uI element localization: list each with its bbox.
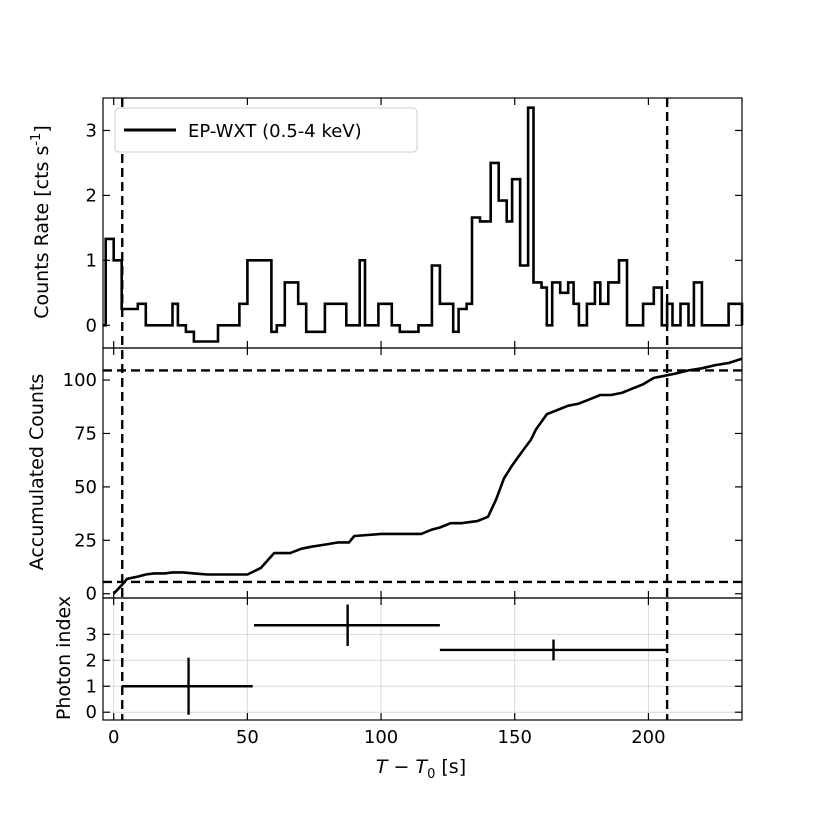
y-tick-label: 2 (86, 650, 97, 671)
light-curve-series-line (103, 106, 744, 343)
accumulated-counts-series-line (112, 357, 743, 595)
y-tick-label: 100 (63, 370, 97, 391)
legend-box (114, 107, 418, 153)
xlabel-subscript: 0 (427, 767, 435, 782)
x-tick-label: 200 (631, 727, 665, 748)
y-tick-label: 2 (86, 185, 97, 206)
y-tick-label: 75 (74, 423, 97, 444)
x-tick-label: 100 (364, 727, 398, 748)
y-tick-label: 3 (86, 624, 97, 645)
panel-frame (102, 597, 743, 721)
photon-index-y-axis-label: Photon index (53, 596, 75, 720)
y-tick-label: 0 (86, 584, 97, 605)
y-tick-label: 0 (86, 702, 97, 723)
y-tick-label: 1 (86, 250, 97, 271)
ylabel-close: ] (31, 125, 53, 132)
y-tick-label: 50 (74, 477, 97, 498)
y-tick-label: 1 (86, 676, 97, 697)
y-tick-label: 0 (86, 315, 97, 336)
x-tick-label: 50 (236, 727, 259, 748)
accumulated-counts-panel: 0 25 50 75 100 (63, 347, 743, 605)
accumulated-counts-y-axis-label: Accumulated Counts (26, 374, 48, 571)
x-axis-label: T − T0 [s] (376, 756, 466, 782)
xlabel-unit: [s] (435, 756, 466, 778)
legend: EP-WXT (0.5-4 keV) (114, 107, 418, 153)
ylabel-exponent: -1 (29, 133, 44, 146)
y-tick-label: 3 (86, 120, 97, 141)
y-tick-label: 25 (74, 530, 97, 551)
light-curve-y-axis-label: Counts Rate [cts s-1] (29, 125, 53, 319)
panel-frame (102, 347, 743, 599)
legend-label: EP-WXT (0.5-4 keV) (188, 121, 362, 142)
x-tick-label: 0 (108, 727, 119, 748)
photon-index-panel: 0 1 2 3 0 50 100 150 200 (86, 597, 743, 748)
x-tick-label: 150 (498, 727, 532, 748)
